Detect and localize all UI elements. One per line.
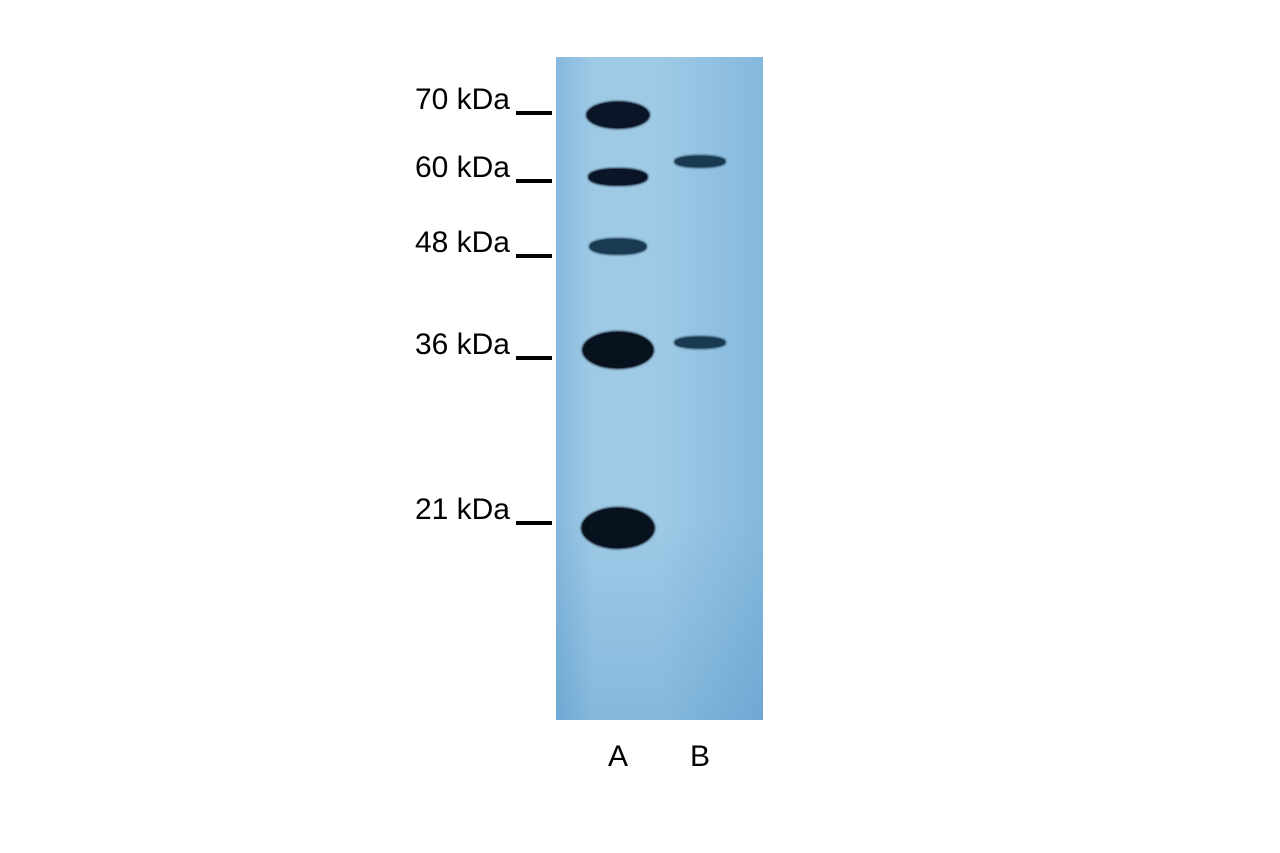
marker-label-2: 48 kDa (0, 222, 510, 264)
lane-label-B: B (680, 740, 720, 774)
lane-text: B (690, 740, 710, 773)
blot-membrane (556, 57, 763, 720)
lane-text: A (608, 740, 628, 773)
marker-text: 70 kDa (415, 83, 510, 117)
band-A-60 (589, 169, 647, 185)
marker-label-1: 60 kDa (0, 147, 510, 189)
band-B-60 (675, 156, 725, 167)
band-B-36 (675, 337, 725, 348)
band-A-70 (587, 102, 649, 128)
band-A-21 (582, 508, 654, 548)
band-A-48 (590, 239, 646, 254)
marker-tick-3 (516, 356, 552, 360)
lane-label-A: A (598, 740, 638, 774)
marker-tick-1 (516, 179, 552, 183)
marker-text: 21 kDa (415, 493, 510, 527)
marker-text: 36 kDa (415, 328, 510, 362)
marker-label-3: 36 kDa (0, 324, 510, 366)
band-A-36 (583, 332, 653, 368)
marker-label-0: 70 kDa (0, 79, 510, 121)
western-blot-figure: { "figure": { "type": "western-blot", "b… (0, 0, 1280, 853)
marker-tick-2 (516, 254, 552, 258)
marker-text: 48 kDa (415, 226, 510, 260)
marker-text: 60 kDa (415, 151, 510, 185)
marker-tick-4 (516, 521, 552, 525)
marker-label-4: 21 kDa (0, 489, 510, 531)
marker-tick-0 (516, 111, 552, 115)
